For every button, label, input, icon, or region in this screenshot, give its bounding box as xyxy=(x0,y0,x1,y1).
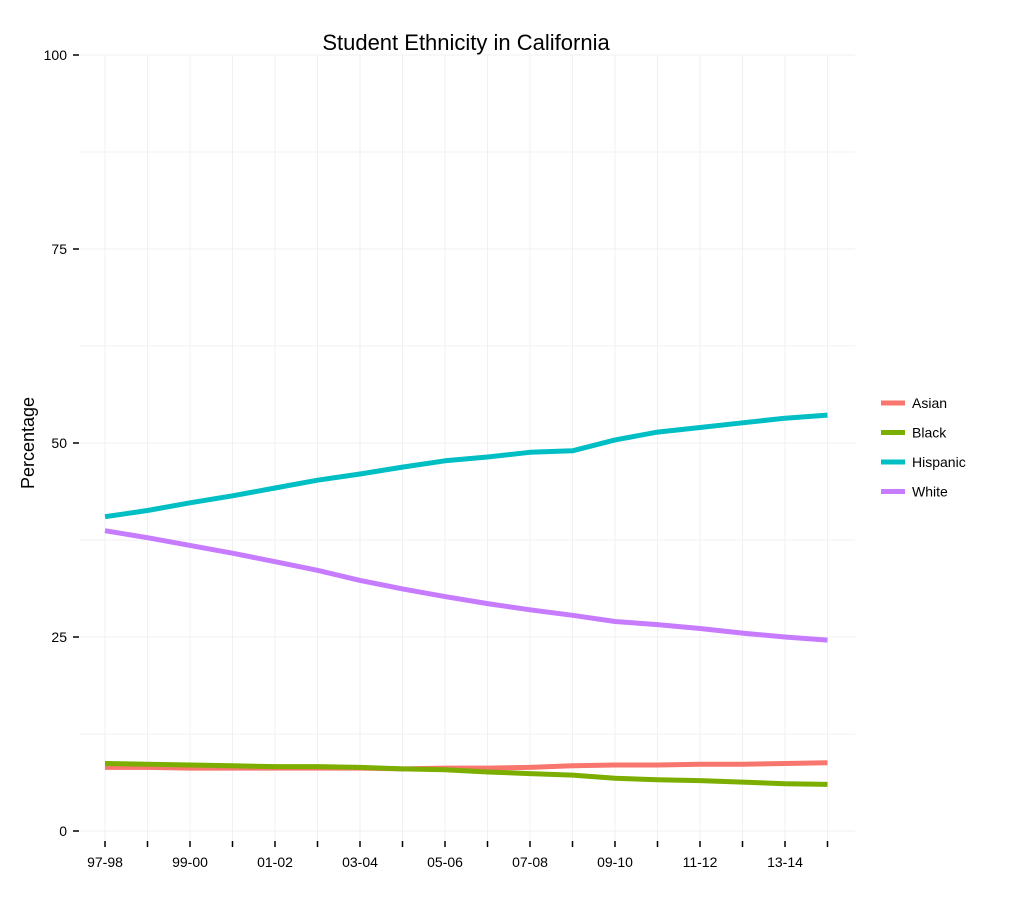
x-tick-label: 01-02 xyxy=(257,854,293,870)
x-tick-label: 07-08 xyxy=(512,854,548,870)
y-tick-label: 0 xyxy=(59,823,67,839)
legend-label-asian: Asian xyxy=(912,395,947,411)
x-tick-label: 99-00 xyxy=(172,854,208,870)
legend-label-black: Black xyxy=(912,425,947,441)
x-tick-label: 09-10 xyxy=(597,854,633,870)
y-tick-label: 100 xyxy=(44,47,68,63)
series-line-white xyxy=(104,528,828,643)
y-axis-label: Percentage xyxy=(18,397,38,489)
x-tick-label: 05-06 xyxy=(427,854,463,870)
legend-label-white: White xyxy=(912,484,948,500)
x-tick-label: 13-14 xyxy=(767,854,803,870)
legend-label-hispanic: Hispanic xyxy=(912,454,966,470)
x-tick-label: 03-04 xyxy=(342,854,378,870)
x-tick-label: 11-12 xyxy=(683,854,718,870)
chart-title: Student Ethnicity in California xyxy=(322,30,610,55)
series-line-hispanic xyxy=(104,412,828,520)
series-layer xyxy=(104,412,828,787)
legend: Asian Black Hispanic White xyxy=(881,395,966,500)
axis-layer: 0 25 50 75 100 97-98 99-00 01-02 03-04 05-06 07-08… xyxy=(44,47,829,870)
series-line-black xyxy=(104,761,828,787)
y-tick-label: 75 xyxy=(51,241,67,257)
x-tick-label: 97-98 xyxy=(87,854,123,870)
grid-layer xyxy=(80,54,855,841)
y-tick-label: 50 xyxy=(51,435,67,451)
y-tick-label: 25 xyxy=(51,629,67,645)
